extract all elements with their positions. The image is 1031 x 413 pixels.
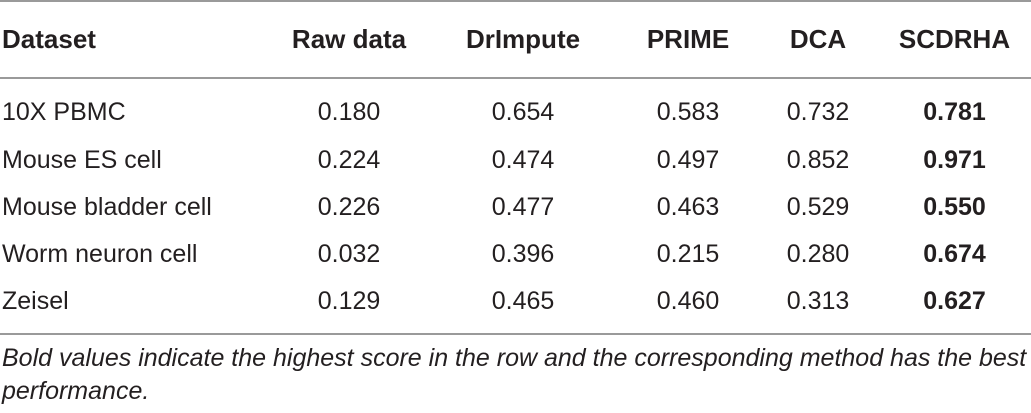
value-cell: 0.463: [656, 193, 720, 221]
header-scdrha: SCDRHA: [898, 24, 1011, 54]
best-value-cell: 0.550: [923, 193, 986, 221]
value-cell: 0.465: [491, 287, 555, 315]
dataset-cell: Mouse bladder cell: [2, 193, 212, 221]
value-cell: 0.226: [317, 193, 381, 221]
dataset-cell: Zeisel: [2, 287, 69, 315]
value-cell: 0.654: [491, 97, 555, 126]
table-row: Zeisel 0.129 0.465 0.460 0.313 0.627: [0, 278, 1031, 325]
value-cell: 0.497: [656, 146, 720, 174]
dataset-cell: Mouse ES cell: [2, 146, 162, 174]
value-cell: 0.280: [786, 240, 850, 268]
header-dataset: Dataset: [2, 24, 96, 54]
best-value-cell: 0.674: [923, 240, 986, 268]
value-cell: 0.396: [491, 240, 555, 268]
value-cell: 0.180: [317, 97, 381, 126]
value-cell: 0.732: [786, 97, 850, 126]
value-cell: 0.477: [491, 193, 555, 221]
value-cell: 0.313: [786, 287, 850, 315]
header-row: Dataset Raw data DrImpute PRIME DCA SCDR…: [0, 2, 1031, 77]
header-raw-data: Raw data: [291, 24, 407, 54]
best-value-cell: 0.781: [923, 97, 986, 126]
value-cell: 0.852: [786, 146, 850, 174]
header-prime: PRIME: [646, 24, 730, 54]
value-cell: 0.129: [317, 287, 381, 315]
value-cell: 0.583: [656, 97, 720, 126]
best-value-cell: 0.971: [923, 146, 986, 174]
results-table: Dataset Raw data DrImpute PRIME DCA SCDR…: [0, 2, 1031, 325]
table-footnote: Bold values indicate the highest score i…: [2, 344, 1027, 405]
table-row: Mouse ES cell 0.224 0.474 0.497 0.852 0.…: [0, 137, 1031, 184]
best-value-cell: 0.627: [923, 287, 986, 315]
dataset-cell: Worm neuron cell: [2, 240, 198, 268]
dataset-cell: 10X PBMC: [2, 97, 126, 126]
top-rule: [0, 0, 1031, 2]
header-dca: DCA: [789, 24, 847, 54]
value-cell: 0.460: [656, 287, 720, 315]
header-drimpute: DrImpute: [465, 24, 581, 54]
header-rule: [0, 77, 1031, 79]
value-cell: 0.032: [317, 240, 381, 268]
table-row: 10X PBMC 0.180 0.654 0.583 0.732 0.781: [0, 77, 1031, 137]
value-cell: 0.224: [317, 146, 381, 174]
value-cell: 0.215: [656, 240, 720, 268]
table-row: Worm neuron cell 0.032 0.396 0.215 0.280…: [0, 231, 1031, 278]
value-cell: 0.529: [786, 193, 850, 221]
table-row: Mouse bladder cell 0.226 0.477 0.463 0.5…: [0, 184, 1031, 231]
value-cell: 0.474: [491, 146, 555, 174]
bottom-rule: [0, 333, 1031, 335]
